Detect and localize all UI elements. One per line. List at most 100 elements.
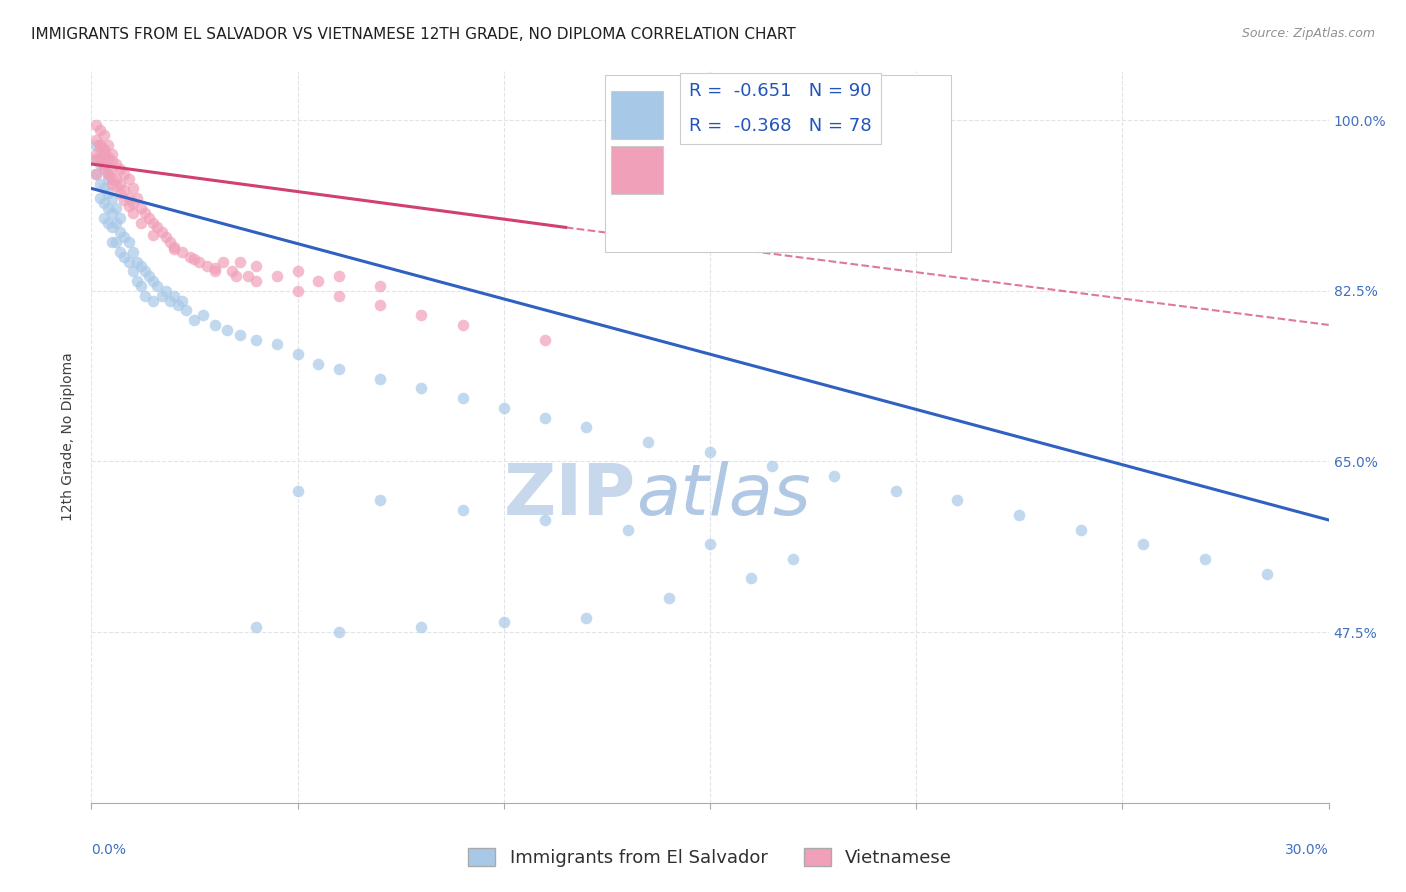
Point <box>142 274 165 288</box>
Point <box>117 171 139 186</box>
Point <box>245 333 267 347</box>
Point <box>93 160 115 174</box>
Point <box>823 469 845 483</box>
Point <box>163 242 186 256</box>
Point <box>110 225 132 239</box>
FancyBboxPatch shape <box>612 146 664 194</box>
Point <box>204 261 226 276</box>
Point <box>307 357 329 371</box>
Point <box>368 298 391 312</box>
Point <box>89 154 111 169</box>
Point <box>89 177 111 191</box>
Point <box>699 537 721 551</box>
Point <box>89 137 111 152</box>
Point <box>105 171 128 186</box>
Point <box>110 244 132 259</box>
Point <box>411 620 433 634</box>
Point <box>191 308 214 322</box>
Point <box>150 288 173 302</box>
Point <box>195 260 218 274</box>
Point <box>287 264 309 278</box>
Point <box>155 284 177 298</box>
Point <box>101 220 124 235</box>
Point <box>97 215 120 229</box>
Text: IMMIGRANTS FROM EL SALVADOR VS VIETNAMESE 12TH GRADE, NO DIPLOMA CORRELATION CHA: IMMIGRANTS FROM EL SALVADOR VS VIETNAMES… <box>31 27 796 42</box>
Point <box>89 191 111 205</box>
Point <box>134 206 156 220</box>
Point <box>245 260 267 274</box>
Point <box>117 191 139 205</box>
Point <box>884 483 907 498</box>
Point <box>699 444 721 458</box>
Point <box>411 381 433 395</box>
Point <box>110 186 132 201</box>
Point <box>84 137 107 152</box>
Point <box>245 274 267 288</box>
Point <box>84 118 107 132</box>
Point <box>229 254 252 268</box>
Point <box>658 591 681 605</box>
Point <box>110 161 132 176</box>
Point <box>225 269 247 284</box>
Point <box>761 459 783 474</box>
Point <box>117 199 139 213</box>
Point <box>112 193 135 207</box>
Text: Source: ZipAtlas.com: Source: ZipAtlas.com <box>1241 27 1375 40</box>
Point <box>368 493 391 508</box>
Point <box>534 513 557 527</box>
Point <box>101 147 124 161</box>
Point <box>101 161 124 176</box>
Point <box>105 235 128 249</box>
Point <box>112 183 135 197</box>
Point <box>105 201 128 215</box>
Point <box>179 250 201 264</box>
Point <box>782 552 804 566</box>
Bar <box>605 75 952 252</box>
Point <box>204 264 226 278</box>
Point <box>163 288 186 302</box>
Point <box>451 503 474 517</box>
Point <box>97 171 120 186</box>
Point <box>89 157 111 171</box>
Y-axis label: 12th Grade, No Diploma: 12th Grade, No Diploma <box>62 352 76 522</box>
Point <box>187 254 209 268</box>
Point <box>97 150 120 164</box>
Point <box>266 337 288 351</box>
Point <box>142 215 165 229</box>
Point <box>134 264 156 278</box>
Point <box>89 152 111 166</box>
Point <box>125 274 148 288</box>
Point <box>183 252 205 266</box>
Point <box>93 196 115 211</box>
Point <box>101 154 124 169</box>
FancyBboxPatch shape <box>612 91 664 138</box>
Point <box>121 206 143 220</box>
Point <box>105 179 128 194</box>
Point <box>129 279 152 293</box>
Point <box>167 298 190 312</box>
Point <box>121 264 143 278</box>
Point <box>174 303 197 318</box>
Point <box>328 361 350 376</box>
Point <box>287 284 309 298</box>
Point <box>142 293 165 308</box>
Point <box>112 230 135 244</box>
Point <box>212 254 235 268</box>
Point <box>1194 552 1216 566</box>
Point <box>89 137 111 152</box>
Point <box>155 230 177 244</box>
Point <box>616 523 638 537</box>
Point <box>93 147 115 161</box>
Point <box>101 171 124 186</box>
Point <box>1008 508 1031 522</box>
Text: ZIP: ZIP <box>503 461 636 530</box>
Point <box>84 167 107 181</box>
Point <box>93 142 115 156</box>
Point <box>105 215 128 229</box>
Point <box>328 288 350 302</box>
Point <box>221 264 243 278</box>
Point <box>138 211 160 225</box>
Point <box>328 269 350 284</box>
Point <box>163 240 186 254</box>
Point <box>575 420 598 434</box>
